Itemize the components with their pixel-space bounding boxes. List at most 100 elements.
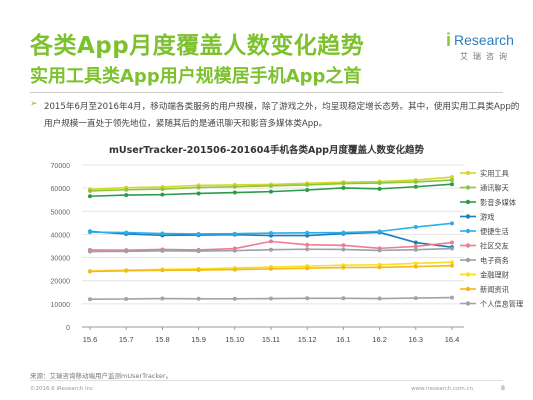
data-point [341, 181, 346, 186]
data-point [232, 190, 237, 195]
data-point [341, 185, 346, 190]
data-point [88, 194, 92, 199]
data-point [232, 231, 237, 236]
data-point [413, 240, 418, 245]
website-link[interactable]: www.iresearch.com.cn [411, 386, 473, 392]
source-note: 来源：艾瑞咨询移动端用户监测mUserTracker。 [30, 372, 173, 380]
data-point [269, 247, 273, 252]
summary-text: 2015年6月至2016年4月，移动端各类服务的用户规模，除了游戏之外，均呈现稳… [44, 102, 520, 129]
legend-label: 游戏 [480, 213, 494, 222]
data-point [269, 231, 273, 236]
y-tick-label: 50000 [51, 209, 71, 216]
legend-label: 新闻资讯 [480, 285, 509, 294]
x-tick-label: 15.12 [298, 335, 317, 344]
legend-swatch-marker [465, 257, 471, 263]
legend-swatch-marker [465, 214, 471, 219]
data-point [377, 186, 382, 191]
logo-subtitle: 艾瑞咨询 [460, 52, 512, 61]
footer-divider [30, 380, 503, 381]
data-point [232, 184, 237, 189]
data-point [160, 248, 165, 253]
data-point [160, 187, 165, 192]
legend-label: 通讯聊天 [480, 184, 509, 193]
data-point [413, 179, 418, 184]
data-point [88, 249, 92, 254]
x-tick-label: 15.9 [191, 335, 206, 344]
data-point [232, 248, 237, 253]
x-tick-label: 15.11 [262, 335, 280, 344]
data-point [124, 193, 129, 198]
data-point [341, 230, 346, 235]
data-point [305, 242, 310, 247]
data-point [413, 225, 418, 230]
legend-swatch-marker [465, 286, 471, 292]
data-point [196, 191, 201, 196]
data-point [160, 296, 165, 301]
data-point [341, 243, 346, 248]
chart-title: mUserTracker-201506-201604手机各类App月度覆盖人数变… [109, 145, 424, 156]
legend-swatch-marker [465, 170, 471, 176]
data-point [269, 266, 273, 271]
data-point [450, 260, 454, 265]
data-point [196, 296, 201, 301]
data-point [305, 187, 310, 192]
data-point [88, 230, 92, 235]
header-divider [30, 92, 503, 93]
data-point [124, 249, 129, 254]
y-tick-label: 0 [66, 325, 70, 332]
data-point [450, 178, 454, 183]
data-point [160, 192, 165, 197]
legend-swatch-marker [465, 228, 471, 234]
page-subtitle: 实用工具类App用户规模居手机App之首 [30, 66, 362, 87]
data-point [450, 240, 454, 245]
data-point [269, 239, 273, 244]
x-tick-label: 16.3 [408, 335, 423, 344]
y-tick-label: 30000 [51, 256, 71, 263]
data-point [305, 247, 310, 252]
data-point [450, 263, 454, 268]
data-point [232, 296, 237, 301]
data-point [269, 189, 273, 194]
data-point [341, 296, 346, 301]
x-tick-label: 16.4 [445, 335, 460, 344]
data-point [413, 296, 418, 301]
data-point [413, 244, 418, 249]
x-tick-label: 15.8 [155, 335, 170, 344]
legend-swatch-marker [465, 199, 471, 205]
data-point [341, 265, 346, 270]
legend-swatch-marker [465, 243, 471, 248]
data-point [196, 268, 201, 273]
copyright: ©2016.6 iResearch Inc [30, 386, 94, 392]
data-point [88, 269, 92, 274]
data-point [377, 181, 382, 186]
data-point [341, 247, 346, 252]
data-point [269, 296, 273, 301]
legend-label: 社区交友 [480, 242, 509, 251]
iresearch-logo: i Research 艾瑞咨询 [446, 30, 528, 64]
data-point [413, 261, 418, 266]
data-point [377, 296, 382, 301]
data-point [450, 221, 454, 226]
data-point [196, 249, 201, 254]
data-point [450, 295, 454, 300]
data-point [413, 247, 418, 252]
page-title: 各类App月度覆盖人数变化趋势 [30, 33, 365, 59]
page-number: 8 [500, 384, 505, 392]
x-tick-label: 16.1 [336, 335, 351, 344]
legend-swatch-marker [465, 301, 471, 306]
data-point [124, 268, 129, 273]
data-point [88, 188, 92, 193]
data-point [305, 233, 310, 238]
legend-swatch-marker [465, 272, 471, 277]
data-point [269, 183, 273, 188]
legend-label: 实用工具 [480, 169, 509, 178]
bullet-arrow-icon: ➢ [30, 99, 38, 109]
data-point [305, 230, 310, 235]
data-point [377, 265, 382, 270]
x-tick-label: 15.10 [225, 335, 244, 344]
x-tick-label: 15.6 [83, 335, 98, 344]
logo-mark: i [446, 30, 452, 50]
data-point [305, 182, 310, 187]
legend-label: 影音多媒体 [480, 198, 516, 207]
